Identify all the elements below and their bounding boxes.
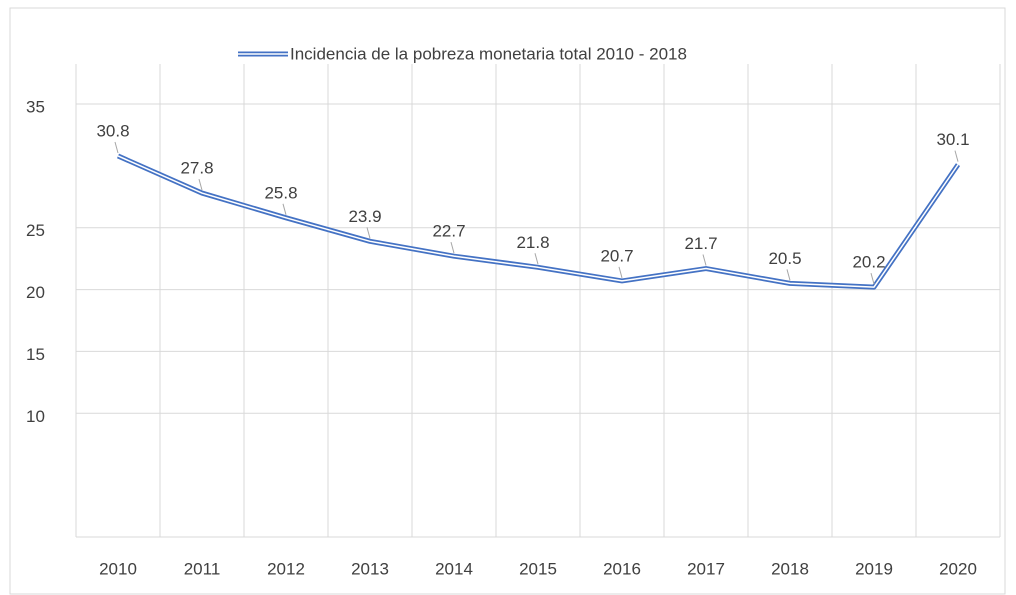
- x-tick-label: 2016: [603, 559, 641, 578]
- y-tick-label: 25: [26, 221, 45, 240]
- chart-title: Incidencia de la pobreza monetaria total…: [290, 44, 687, 63]
- leader-line: [954, 150, 959, 162]
- data-label: 23.9: [348, 207, 381, 226]
- data-label: 20.7: [600, 246, 633, 265]
- leader-line: [282, 203, 287, 215]
- x-tick-label: 2015: [519, 559, 557, 578]
- chart-border: [9, 7, 1006, 595]
- leader-line: [702, 254, 707, 266]
- x-tick-label: 2019: [855, 559, 893, 578]
- data-label: 21.7: [684, 234, 717, 253]
- x-tick-label: 2017: [687, 559, 725, 578]
- leader-line: [618, 266, 623, 279]
- leader-line: [450, 242, 455, 254]
- x-tick-label: 2011: [184, 559, 221, 578]
- y-tick-label: 10: [26, 407, 45, 426]
- leader-line: [534, 253, 539, 265]
- data-label: 21.8: [516, 233, 549, 252]
- x-tick-label: 2012: [267, 559, 305, 578]
- x-tick-label: 2018: [771, 559, 809, 578]
- data-label: 20.2: [852, 253, 885, 272]
- leader-line: [114, 141, 119, 154]
- series-line-inner: [117, 155, 959, 288]
- leader-line: [366, 227, 371, 239]
- data-label: 30.8: [96, 121, 129, 140]
- leader-line: [198, 178, 203, 191]
- x-tick-label: 2020: [939, 559, 977, 578]
- leader-line: [870, 272, 875, 285]
- data-label: 25.8: [264, 183, 297, 202]
- x-tick-label: 2014: [435, 559, 473, 578]
- x-tick-label: 2010: [99, 559, 137, 578]
- data-label: 30.1: [936, 130, 969, 149]
- y-tick-label: 20: [26, 283, 45, 302]
- leader-line: [786, 269, 791, 281]
- data-label: 22.7: [432, 222, 465, 241]
- y-tick-label: 15: [26, 345, 45, 364]
- data-label: 27.8: [180, 159, 213, 178]
- data-label: 20.5: [768, 249, 801, 268]
- y-tick-label: 35: [26, 97, 45, 116]
- x-tick-label: 2013: [351, 559, 389, 578]
